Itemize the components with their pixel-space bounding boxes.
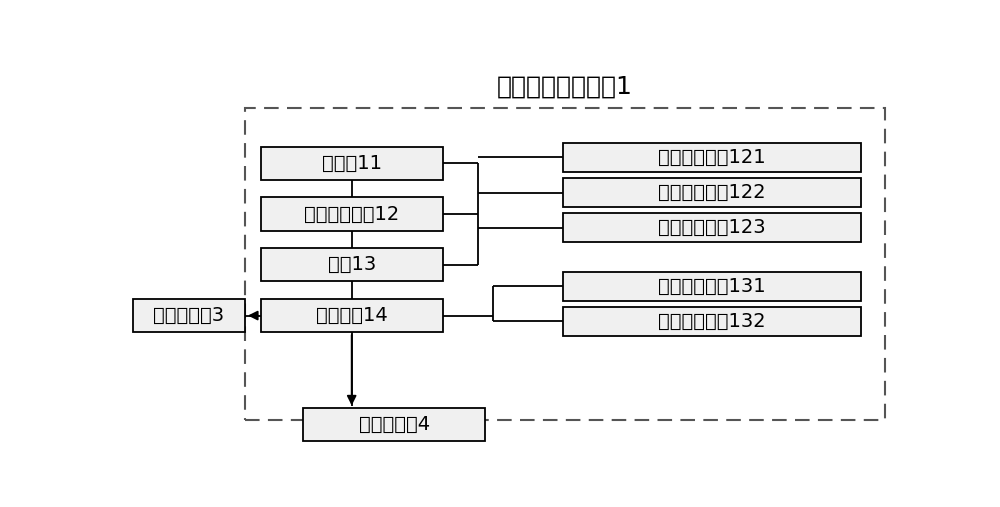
- Text: 应力变送仪4: 应力变送仪4: [359, 415, 430, 434]
- Text: 加压控制模块123: 加压控制模块123: [658, 218, 766, 237]
- Bar: [261, 147, 443, 180]
- Bar: [261, 197, 443, 231]
- Bar: [563, 307, 861, 336]
- Bar: [563, 143, 861, 172]
- Text: 实验管理平台系统1: 实验管理平台系统1: [497, 74, 633, 98]
- Text: 系统管理软件12: 系统管理软件12: [304, 204, 399, 224]
- Bar: [303, 408, 485, 442]
- Text: 加压预警模块131: 加压预警模块131: [658, 277, 766, 296]
- Bar: [133, 299, 245, 332]
- Text: 压力采集模块121: 压力采集模块121: [658, 148, 766, 167]
- Text: 通讯模块14: 通讯模块14: [316, 306, 388, 325]
- Bar: [563, 272, 861, 301]
- Bar: [563, 178, 861, 207]
- Text: 时间标示模块132: 时间标示模块132: [658, 312, 766, 331]
- Bar: [245, 107, 885, 420]
- Text: 压力变送器3: 压力变送器3: [153, 306, 224, 325]
- Bar: [261, 248, 443, 281]
- Text: 控制柜11: 控制柜11: [322, 154, 382, 173]
- Text: 电脑13: 电脑13: [328, 256, 376, 274]
- Text: 应力采集模块122: 应力采集模块122: [658, 183, 766, 202]
- Bar: [261, 299, 443, 332]
- Bar: [563, 213, 861, 242]
